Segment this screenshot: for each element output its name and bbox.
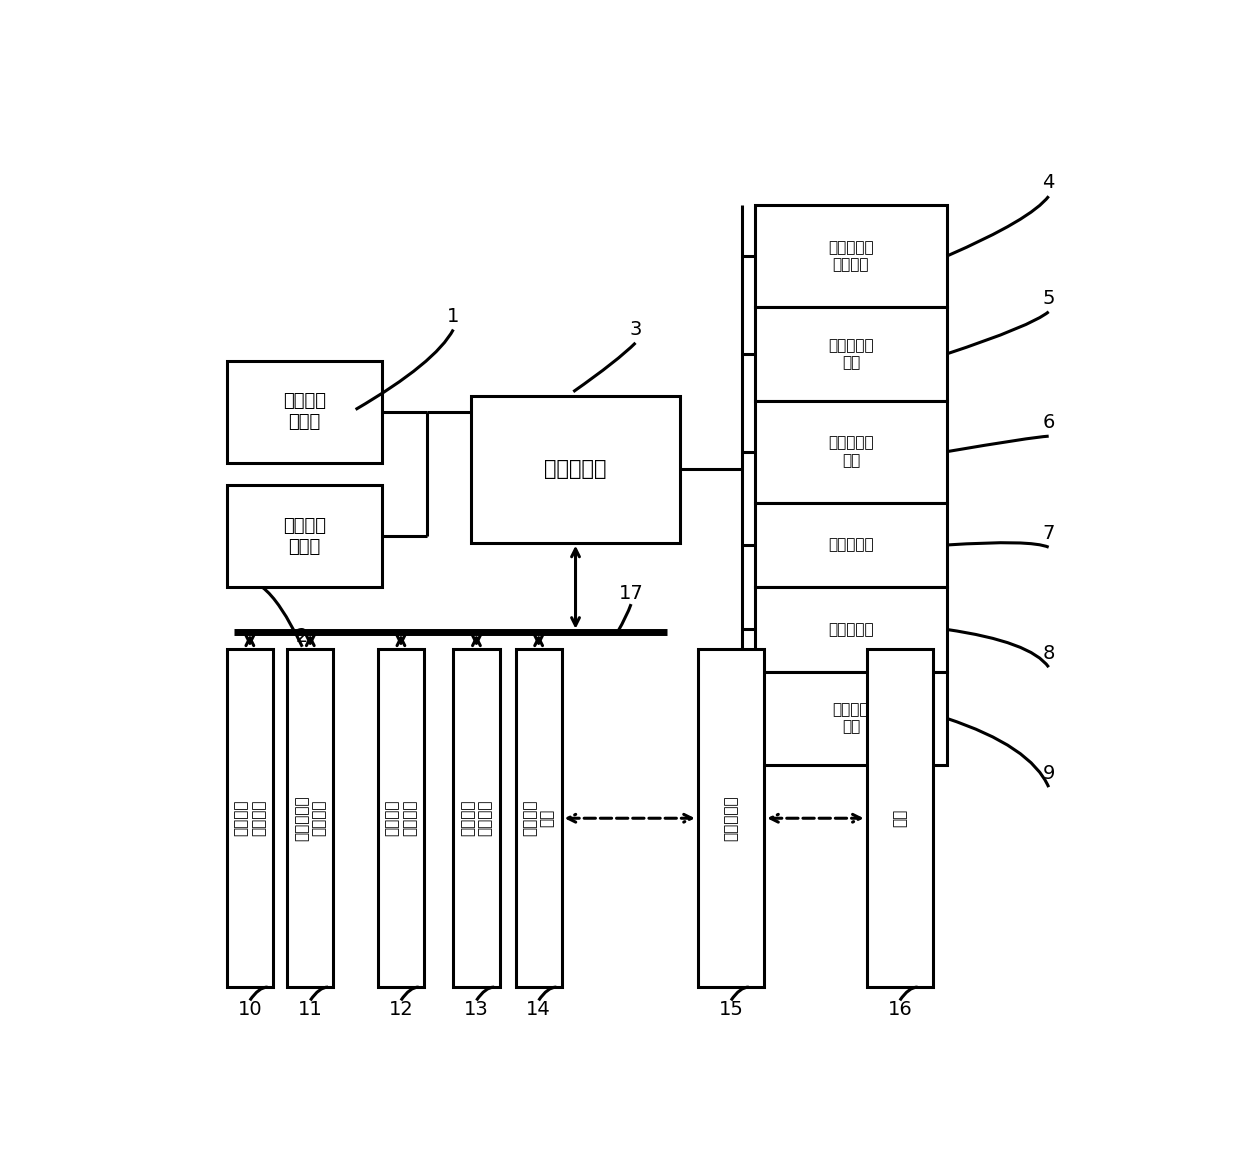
Text: 11: 11	[298, 999, 322, 1019]
Text: 语音信息
播报系统: 语音信息 播报系统	[460, 800, 492, 837]
Text: 10: 10	[238, 999, 262, 1019]
Text: 手机: 手机	[893, 809, 908, 827]
Text: 14: 14	[526, 999, 551, 1019]
Text: 车载信息
显示系统: 车载信息 显示系统	[384, 800, 417, 837]
Bar	[227, 650, 273, 987]
Text: 空调鼓风机: 空调鼓风机	[828, 622, 874, 637]
Text: 12: 12	[388, 999, 413, 1019]
Text: 前挡温湿度
检测模块: 前挡温湿度 检测模块	[294, 795, 326, 841]
Bar	[755, 400, 946, 503]
Bar	[227, 485, 382, 587]
Text: 车内温度
传感器: 车内温度 传感器	[283, 392, 326, 432]
Text: 17: 17	[619, 584, 644, 602]
Text: 空调温度执
行器: 空调温度执 行器	[828, 435, 874, 467]
Text: 车内加湿
装置: 车内加湿 装置	[833, 702, 869, 734]
Text: 13: 13	[464, 999, 489, 1019]
Text: 空调控制器: 空调控制器	[544, 459, 606, 479]
Bar	[471, 396, 680, 542]
Text: 2: 2	[296, 627, 309, 645]
Bar	[227, 360, 382, 463]
Bar	[755, 672, 946, 765]
Bar	[454, 650, 500, 987]
Text: 4: 4	[1043, 173, 1055, 193]
Text: 16: 16	[888, 999, 913, 1019]
Text: 7: 7	[1043, 524, 1055, 544]
Text: 6: 6	[1043, 413, 1055, 433]
Bar	[755, 307, 946, 400]
Text: 3: 3	[630, 320, 641, 339]
Text: 8: 8	[1043, 644, 1055, 664]
Text: 空调内外循
环执行器: 空调内外循 环执行器	[828, 240, 874, 272]
Text: 车内湿度
传感器: 车内湿度 传感器	[283, 517, 326, 555]
Text: 15: 15	[719, 999, 744, 1019]
Text: 车载通讯
终端: 车载通讯 终端	[522, 800, 554, 837]
Text: 9: 9	[1043, 764, 1055, 784]
Text: 1: 1	[448, 307, 460, 325]
Bar	[378, 650, 424, 987]
Text: 车载信息
输入系统: 车载信息 输入系统	[233, 800, 267, 837]
Text: 后台服务器: 后台服务器	[723, 795, 739, 841]
Text: 空调模式执
行器: 空调模式执 行器	[828, 338, 874, 370]
Bar	[755, 503, 946, 587]
Text: 5: 5	[1043, 288, 1055, 308]
Bar	[755, 205, 946, 307]
Bar	[755, 587, 946, 672]
Bar	[516, 650, 562, 987]
Bar	[867, 650, 934, 987]
Bar	[698, 650, 764, 987]
Bar	[288, 650, 334, 987]
Text: 空调压缩机: 空调压缩机	[828, 538, 874, 553]
